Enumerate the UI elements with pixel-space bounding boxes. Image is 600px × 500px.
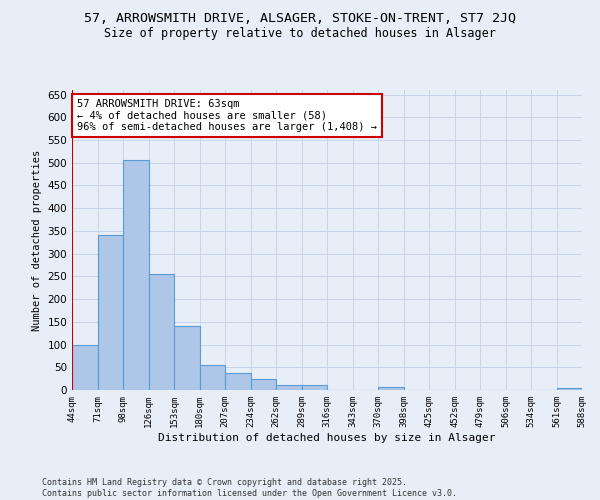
Bar <box>174 326 199 390</box>
Bar <box>276 386 302 390</box>
Bar <box>378 387 404 390</box>
Bar <box>149 274 174 390</box>
Bar <box>199 365 225 390</box>
Bar <box>225 373 251 390</box>
Bar <box>97 236 123 390</box>
Bar <box>557 388 582 390</box>
Text: Size of property relative to detached houses in Alsager: Size of property relative to detached ho… <box>104 28 496 40</box>
Text: Contains HM Land Registry data © Crown copyright and database right 2025.
Contai: Contains HM Land Registry data © Crown c… <box>42 478 457 498</box>
Bar <box>123 160 149 390</box>
Text: 57 ARROWSMITH DRIVE: 63sqm
← 4% of detached houses are smaller (58)
96% of semi-: 57 ARROWSMITH DRIVE: 63sqm ← 4% of detac… <box>77 99 377 132</box>
Bar <box>72 344 97 390</box>
Text: 57, ARROWSMITH DRIVE, ALSAGER, STOKE-ON-TRENT, ST7 2JQ: 57, ARROWSMITH DRIVE, ALSAGER, STOKE-ON-… <box>84 12 516 26</box>
Y-axis label: Number of detached properties: Number of detached properties <box>32 150 42 330</box>
X-axis label: Distribution of detached houses by size in Alsager: Distribution of detached houses by size … <box>158 432 496 442</box>
Bar <box>302 386 327 390</box>
Bar <box>251 379 276 390</box>
